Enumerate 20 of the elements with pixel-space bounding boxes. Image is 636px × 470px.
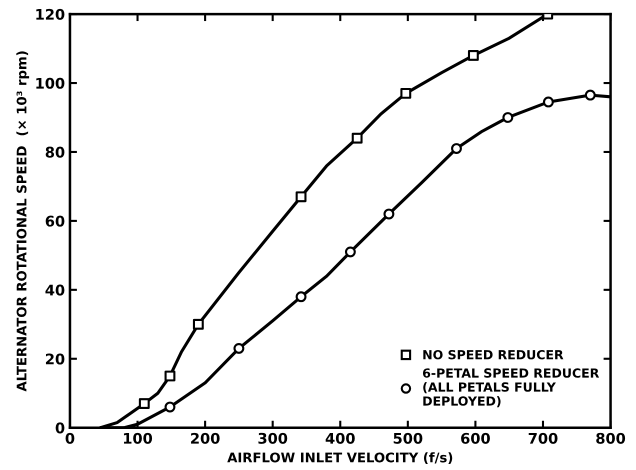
- x-axis-title: AIRFLOW INLET VELOCITY (f/s): [227, 452, 452, 464]
- y-tick-label: 120: [36, 8, 64, 20]
- y-tick-label: 20: [46, 353, 64, 365]
- x-tick-label: 200: [191, 432, 220, 444]
- y-axis-title: ALTERNATOR ROTATIONAL SPEED (× 10³ rpm): [16, 51, 30, 392]
- x-tick-label: 0: [66, 432, 74, 444]
- legend-label: NO SPEED REDUCER: [423, 350, 564, 360]
- x-tick-label: 100: [124, 432, 152, 444]
- x-tick-label: 300: [258, 432, 288, 444]
- x-tick-label: 500: [394, 432, 422, 444]
- y-tick-label: 80: [46, 146, 64, 158]
- x-tick-label: 700: [528, 432, 558, 444]
- legend-label: 6-PETAL SPEED REDUCER (ALL PETALS FULLY DEPLOYED): [422, 368, 600, 408]
- y-tick-label: 60: [46, 216, 64, 227]
- y-tick-label: 100: [36, 78, 64, 89]
- y-tick-label: 40: [45, 284, 64, 296]
- x-tick-label: 600: [461, 432, 490, 444]
- x-tick-label: 800: [596, 432, 626, 444]
- y-tick-label: 0: [56, 422, 64, 434]
- x-tick-label: 400: [326, 432, 355, 444]
